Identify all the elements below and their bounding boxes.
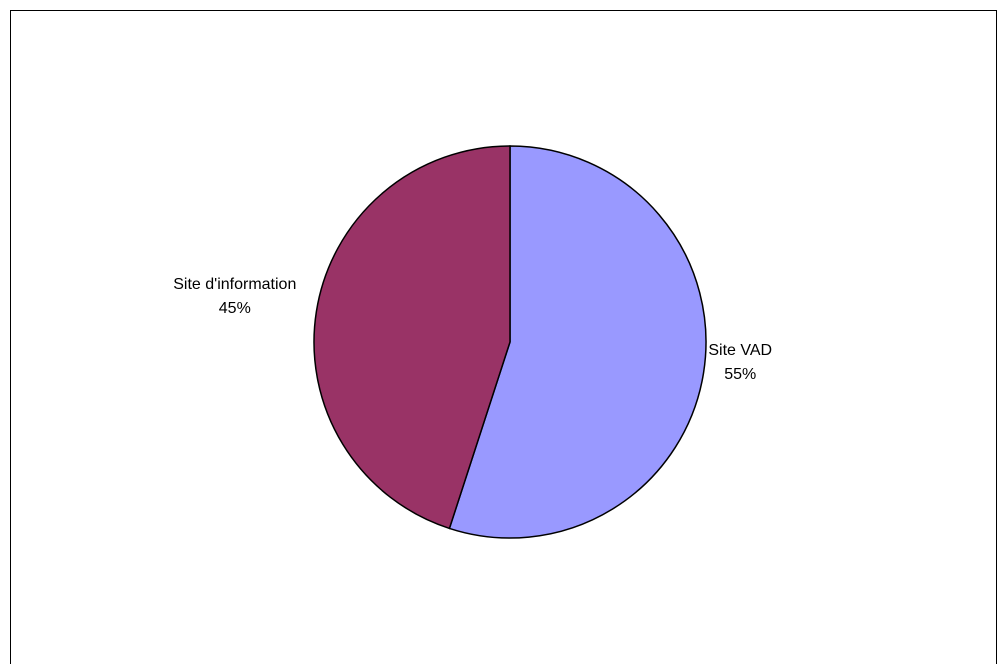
slice-label-site-d-information: Site d'information 45% — [173, 276, 296, 317]
slice-category-site-vad: Site VAD — [708, 342, 772, 359]
slice-label-site-vad: Site VAD 55% — [708, 342, 772, 383]
slice-category-site-d-information: Site d'information — [173, 276, 296, 293]
pie-slice-site-vad — [448, 145, 707, 539]
pie-slice-site-d-information — [313, 145, 511, 530]
slice-percent-site-d-information: 45% — [219, 300, 251, 317]
slice-percent-site-vad: 55% — [724, 366, 756, 383]
